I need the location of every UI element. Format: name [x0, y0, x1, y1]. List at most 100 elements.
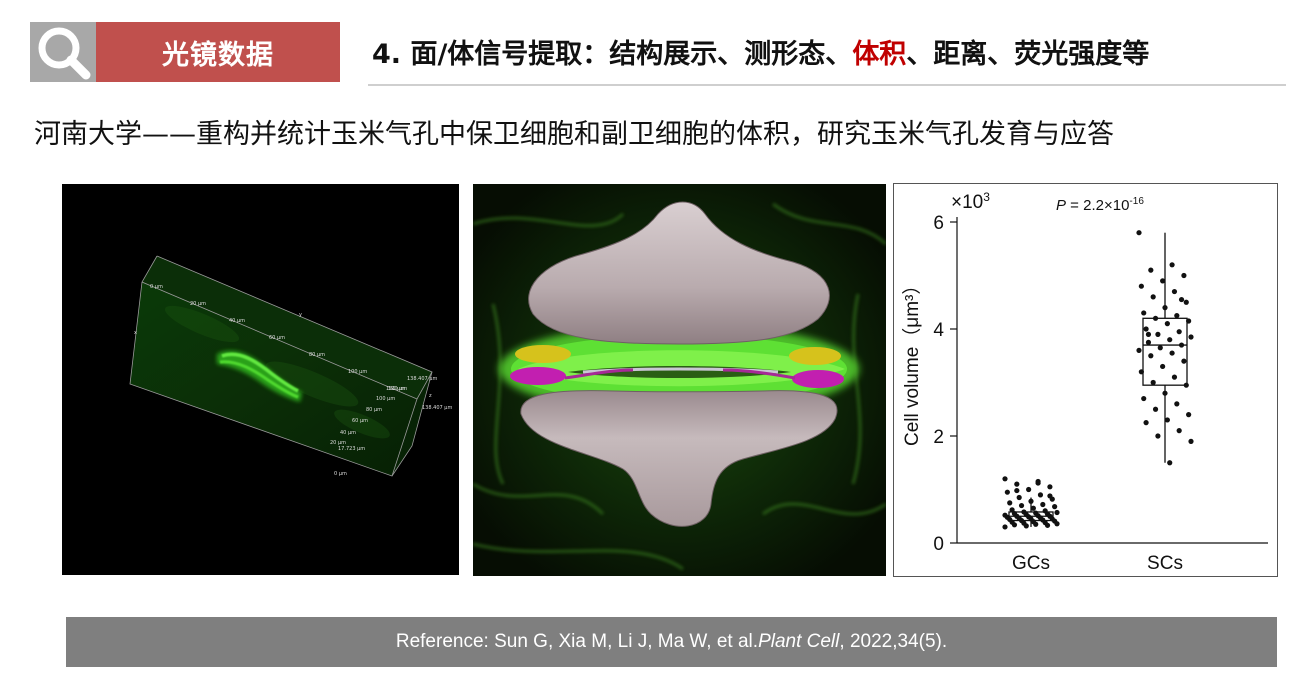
title-highlight: 体积	[852, 39, 907, 70]
data-point	[1160, 278, 1166, 284]
data-point	[1167, 337, 1173, 343]
data-point	[1181, 358, 1187, 364]
data-point	[1143, 326, 1149, 332]
data-point	[1150, 379, 1156, 386]
stoma-3d-render	[473, 184, 886, 576]
data-point	[1136, 347, 1142, 353]
data-point	[1150, 294, 1156, 300]
scale-label: 80 μm	[366, 407, 382, 413]
y-tick-label: 4	[933, 320, 944, 341]
data-point	[1183, 382, 1189, 388]
axis-y-label: y	[299, 312, 302, 318]
data-point	[1152, 315, 1159, 321]
scatter-points	[1002, 230, 1194, 530]
data-point	[1148, 353, 1154, 359]
reference-prefix: Reference: Sun G, Xia M, Li J, Ma W, et …	[395, 631, 759, 652]
data-point	[1044, 522, 1051, 528]
data-point	[1016, 494, 1022, 501]
data-point	[1037, 492, 1044, 498]
reference-suffix: , 2022,34(5).	[839, 631, 948, 652]
confocal-3d-image: 0 μm 20 μm 40 μm 60 μm 80 μm 100 μm 120 …	[62, 184, 459, 575]
slide-subtitle: 河南大学——重构并统计玉米气孔中保卫细胞和副卫细胞的体积，研究玉米气孔发育与应答	[34, 119, 1114, 150]
data-point	[1028, 498, 1034, 504]
scale-label: 138.407 μm	[422, 405, 452, 411]
x-tick-label: SCs	[1147, 553, 1183, 574]
data-point	[1176, 428, 1182, 434]
scale-label: 17.723 μm	[338, 446, 365, 452]
box-iqr	[1142, 317, 1188, 386]
cell-volume-chart: 0 2 4 6 GCs SCs ×103 P = 2.2×10-16 Cell volu…	[893, 183, 1278, 577]
scale-label: 100 μm	[376, 396, 395, 402]
data-point	[1040, 501, 1046, 508]
data-point	[1138, 369, 1144, 375]
data-point	[1169, 350, 1175, 356]
scale-label: 60 μm	[269, 335, 285, 341]
x-tick-label: GCs	[1012, 553, 1050, 574]
data-point	[1183, 299, 1189, 305]
data-point	[1014, 481, 1020, 487]
scale-label: 0 μm	[334, 471, 347, 477]
section-tag: 光镜数据	[96, 22, 340, 82]
scale-labels-top: 0 μm 20 μm 40 μm 60 μm 80 μm 100 μm 120 …	[150, 284, 437, 392]
data-point	[1152, 406, 1159, 412]
slide-title: 4. 面/体信号提取：结构展示、测形态、体积、距离、荧光强度等	[372, 32, 1149, 71]
section-tag-label: 光镜数据	[162, 39, 274, 71]
axis-x-label: x	[134, 330, 137, 336]
y-tick-label: 6	[933, 213, 944, 234]
scale-label: 80 μm	[309, 352, 325, 358]
y-tick-label: 2	[933, 427, 944, 448]
title-divider	[368, 84, 1286, 86]
scale-label: 138.407 μm	[407, 376, 437, 382]
y-ticks: 0 2 4 6	[933, 213, 957, 555]
data-point	[1148, 267, 1154, 273]
data-point	[1002, 524, 1008, 530]
y-axis-label: Cell volume（μm³）	[901, 276, 923, 446]
data-point	[1169, 262, 1175, 268]
data-point	[1004, 489, 1010, 495]
data-point	[1164, 417, 1170, 423]
x-ticks: GCs SCs	[1012, 553, 1183, 574]
data-point	[1026, 486, 1032, 493]
data-point	[1162, 305, 1168, 311]
scale-label: 40 μm	[229, 318, 245, 324]
scale-label: 20 μm	[190, 301, 206, 307]
data-point	[1047, 484, 1053, 490]
data-point	[1145, 339, 1152, 345]
data-point	[1054, 509, 1060, 516]
scale-label: 20 μm	[330, 440, 346, 446]
data-point	[1141, 310, 1147, 316]
data-point	[1160, 363, 1166, 370]
data-point	[1164, 321, 1170, 327]
data-point	[1145, 331, 1152, 337]
scale-label: 120 μm	[386, 386, 405, 392]
data-point	[1155, 331, 1161, 337]
data-point	[1141, 395, 1147, 402]
data-point	[1014, 487, 1020, 494]
data-point	[1188, 334, 1194, 340]
data-point	[1167, 460, 1173, 466]
data-point	[1011, 522, 1018, 528]
data-point	[1054, 521, 1060, 527]
scale-label: 0 μm	[150, 284, 163, 290]
data-point	[1143, 420, 1149, 426]
data-point	[1155, 433, 1161, 439]
scale-label: 40 μm	[340, 430, 356, 436]
data-point	[1030, 505, 1036, 511]
data-point	[1023, 523, 1029, 529]
data-point	[1035, 480, 1041, 486]
y-tick-label: 0	[933, 534, 944, 555]
data-point	[1171, 288, 1178, 295]
data-point	[1009, 507, 1015, 513]
title-prefix: 4. 面/体信号提取：结构展示、测形态、	[372, 39, 853, 70]
data-point	[1047, 493, 1053, 499]
data-point	[1138, 283, 1144, 289]
scale-label: 120 μm	[388, 386, 407, 392]
y-multiplier: ×103	[951, 190, 990, 213]
reference-bar: Reference: Sun G, Xia M, Li J, Ma W, et …	[66, 617, 1277, 667]
data-point	[1176, 329, 1182, 335]
data-point	[1007, 500, 1013, 506]
data-point	[1186, 318, 1192, 324]
reference-journal: Plant Cell	[758, 631, 840, 652]
scale-label: 100 μm	[348, 369, 367, 375]
title-suffix: 、距离、荧光强度等	[906, 39, 1150, 70]
